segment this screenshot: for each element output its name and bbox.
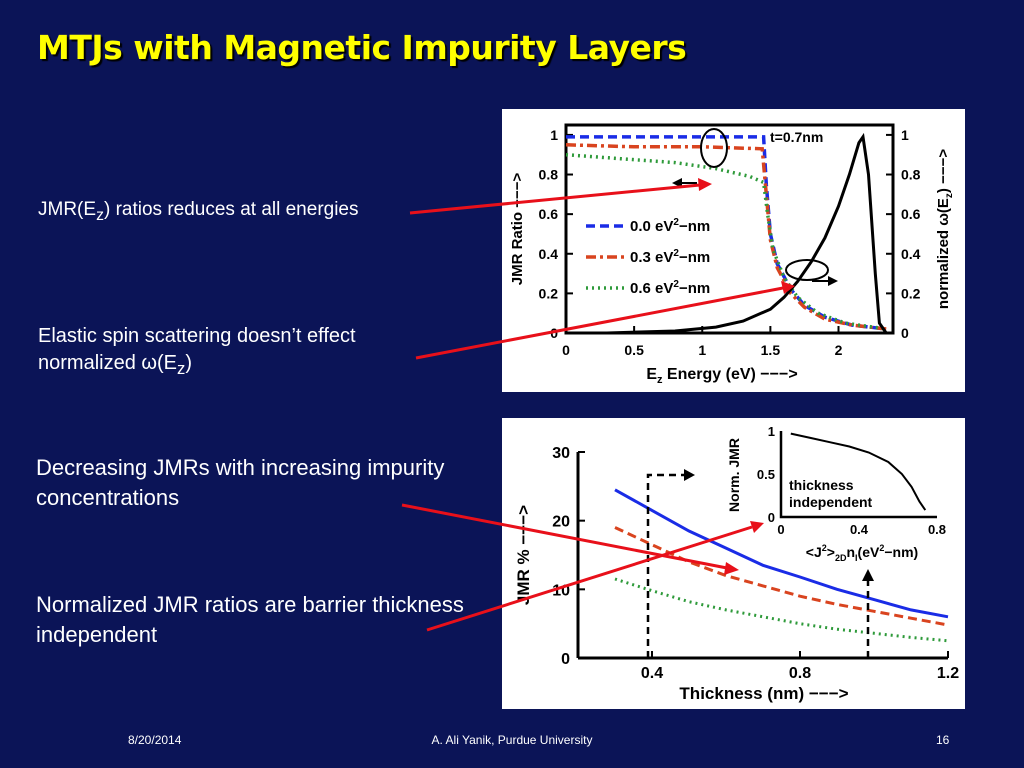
energy-chart-series-1: [565, 143, 887, 331]
bullet-decreasing-jmr: Decreasing JMRs with increasing impurity…: [36, 455, 445, 510]
energy-chart-frame: [564, 123, 895, 335]
energy-chart-right-tick-label: 0: [901, 325, 909, 341]
energy-chart-right-tick-label: 0.6: [901, 206, 921, 222]
dashed-pointer-left: [646, 473, 686, 658]
energy-chart-right-tick-label: 0.4: [901, 246, 921, 262]
thickness-chart-x-tick-label: 0.8: [789, 665, 811, 682]
highlight-ellipse-right: [785, 259, 829, 281]
energy-chart-left-tick-label: 0.4: [539, 246, 559, 262]
inset-annotation-line2: independent: [789, 494, 873, 510]
energy-chart-x-tick-label: 0.5: [624, 342, 644, 358]
inset-xlabel: <J2>2DnI(eV2−nm): [806, 543, 918, 563]
energy-chart-right-tick-label: 0.2: [901, 285, 921, 301]
footer-date: 8/20/2014: [128, 733, 182, 747]
thickness-chart-x-tick-label: 1.2: [937, 665, 959, 682]
inset-x-tick-label: 0.4: [850, 522, 869, 537]
energy-chart-left-tick-label: 1: [550, 127, 558, 143]
thickness-chart-xlabel: Thickness (nm) −−−>: [679, 684, 848, 703]
inset-y-tick-label: 0.5: [757, 467, 775, 482]
energy-chart-annotation: t=0.7nm: [770, 129, 823, 145]
legend-label: 0.3 eV2−nm: [630, 248, 710, 266]
energy-chart-right-tick-label: 0.8: [901, 167, 921, 183]
inset-y-tick-label: 1: [768, 424, 775, 439]
energy-chart-ylabel-left: JMR Ratio −−−>: [509, 172, 526, 285]
energy-chart: 0 0.2 0.4 0.6 0.8 1 0 0.2 0.4 0.6 0.8 1 0 0.5 1 1.5 2 …: [502, 109, 965, 392]
inset-curve: [790, 432, 927, 511]
left-axis-arrowhead: [672, 178, 682, 188]
highlight-ellipse-top: [700, 128, 728, 168]
dashed-pointer-left-head: [684, 469, 695, 481]
energy-chart-left-tick-label: 0.2: [539, 285, 559, 301]
thickness-chart-series-1: [614, 526, 949, 627]
thickness-chart-x-tick-label: 0.4: [641, 665, 663, 682]
thickness-chart-y-tick-label: 20: [552, 514, 570, 531]
footer-page-number: 16: [936, 733, 950, 747]
inset-annotation-line1: thickness: [789, 477, 854, 493]
energy-chart-series-0: [566, 135, 887, 331]
energy-chart-xlabel: Ez Energy (eV) −−−>: [646, 366, 797, 386]
slide-title: MTJs with Magnetic Impurity Layers: [37, 28, 687, 67]
inset-chart: 0 0.5 1 0 0.4 0.8 thickness independent Norm.…: [726, 424, 946, 563]
energy-chart-left-tick-label: 0.8: [539, 167, 559, 183]
inset-x-tick-label: 0: [777, 522, 784, 537]
thickness-chart: 0 10 20 30 0.4 0.8 1.2 0 0.5 1 0 0.4 0.8 thickness…: [502, 418, 965, 709]
inset-ylabel: Norm. JMR: [726, 438, 742, 512]
energy-chart-x-tick-label: 1.5: [761, 342, 781, 358]
dashed-pointer-right-head: [862, 569, 874, 581]
energy-chart-x-tick-label: 1: [698, 342, 706, 358]
energy-chart-legend: 0.0 eV2−nm 0.3 eV2−nm 0.6 eV2−nm: [586, 217, 710, 297]
thickness-chart-y-tick-label: 30: [552, 445, 570, 462]
energy-chart-ylabel-right: normalized ω(Ez) −−−>: [935, 149, 955, 309]
energy-chart-left-tick-label: 0.6: [539, 206, 559, 222]
legend-label: 0.6 eV2−nm: [630, 279, 710, 297]
energy-chart-right-tick-label: 1: [901, 127, 909, 143]
thickness-chart-y-tick-label: 10: [552, 582, 570, 599]
inset-x-tick-label: 0.8: [928, 522, 946, 537]
inset-y-tick-label: 0: [768, 510, 775, 525]
energy-chart-x-tick-label: 0: [562, 342, 570, 358]
footer-author: A. Ali Yanik, Purdue University: [431, 733, 593, 747]
energy-chart-series-2: [565, 152, 887, 331]
thickness-chart-ylabel: JMR % −−−>: [514, 505, 533, 605]
bullet-normalized-jmr: Normalized JMR ratios are barrier thickn…: [36, 592, 464, 647]
thickness-chart-y-tick-label: 0: [561, 651, 570, 668]
thickness-chart-series-2: [614, 577, 949, 643]
bullet-elastic-scattering: Elastic spin scattering doesn’t effect n…: [38, 325, 356, 379]
right-axis-arrowhead: [828, 276, 838, 286]
energy-chart-left-tick-label: 0: [550, 325, 558, 341]
energy-chart-x-tick-label: 2: [835, 342, 843, 358]
bullet-jmr-ratios: JMR(Ez) ratios reduces at all energies: [38, 199, 359, 224]
energy-chart-svg: 00.20.40.60.81 00.20.40.60.81 0 0.5 1 1.5 2 …: [509, 123, 955, 386]
legend-label: 0.0 eV2−nm: [630, 217, 710, 235]
inset-axes: [779, 431, 937, 519]
